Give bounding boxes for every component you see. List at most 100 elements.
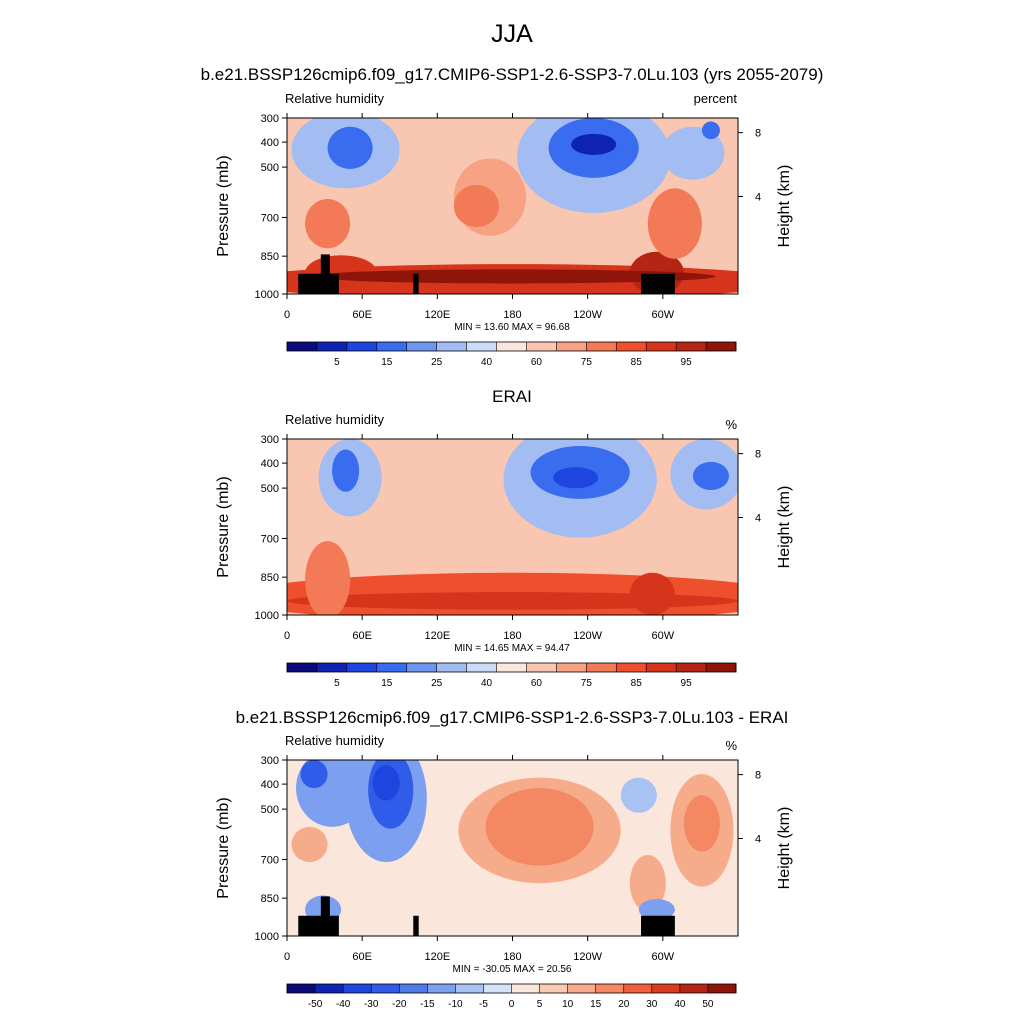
- colorbar-label: 85: [631, 357, 643, 368]
- orography-mask-4: [641, 915, 675, 936]
- colorbar-swatch: [466, 342, 497, 351]
- colorbar-swatch: [646, 663, 677, 672]
- contour-region-13: [638, 899, 675, 921]
- panel-title: b.e21.BSSP126cmip6.f09_g17.CMIP6-SSP1-2.…: [201, 65, 824, 84]
- colorbar-swatch: [483, 984, 512, 993]
- contour-region-10: [629, 855, 666, 912]
- colorbar-label: 25: [431, 678, 443, 689]
- orography-mask-1: [298, 273, 339, 294]
- colorbar-swatch: [371, 984, 400, 993]
- min-max-stats: MIN = -30.05 MAX = 20.56: [453, 964, 572, 975]
- orography-mask-1: [298, 915, 339, 936]
- y-tick-label: 700: [261, 854, 279, 866]
- colorbar-swatch: [406, 663, 437, 672]
- x-tick-label: 60E: [352, 309, 372, 321]
- colorbar-label: 95: [681, 678, 693, 689]
- colorbar-swatch: [706, 342, 737, 351]
- contour-region-2: [287, 592, 738, 610]
- orography-mask-4: [641, 273, 675, 294]
- contour-region-7: [332, 449, 360, 492]
- chart-panel-3: b.e21.BSSP126cmip6.f09_g17.CMIP6-SSP1-2.…: [215, 708, 793, 1010]
- x-tick-label: 180: [503, 630, 521, 642]
- chart-panel-1: b.e21.BSSP126cmip6.f09_g17.CMIP6-SSP1-2.…: [201, 65, 824, 368]
- colorbar-swatch: [287, 663, 318, 672]
- colorbar-swatch: [646, 342, 677, 351]
- y-tick-label: 300: [261, 755, 279, 767]
- contour-region-6: [305, 198, 351, 249]
- colorbar-swatch: [676, 663, 707, 672]
- colorbar-swatch: [623, 984, 653, 993]
- colorbar-swatch: [586, 342, 617, 351]
- colorbar-swatch: [496, 663, 527, 672]
- min-max-stats: MIN = 14.65 MAX = 94.47: [454, 643, 570, 654]
- colorbar-swatch: [539, 984, 568, 993]
- colorbar-frame: [286, 983, 737, 994]
- contour-region-10: [553, 467, 599, 489]
- colorbar-swatch: [706, 663, 737, 672]
- x-tick-label: 0: [284, 951, 290, 963]
- colorbar-label: 15: [590, 999, 602, 1010]
- x-tick-label: 60E: [352, 630, 372, 642]
- y-tick-label: 300: [261, 113, 279, 125]
- right-tick-label: 8: [755, 128, 761, 140]
- colorbar-label: -10: [448, 999, 463, 1010]
- contour-region-3: [629, 572, 675, 615]
- right-tick-label: 4: [755, 191, 761, 203]
- panel-title: ERAI: [492, 387, 532, 406]
- colorbar-swatch: [526, 663, 557, 672]
- colorbar-label: 40: [481, 678, 493, 689]
- contour-region-8: [453, 184, 499, 228]
- contour-region-5: [647, 188, 702, 259]
- colorbar-label: 75: [581, 678, 593, 689]
- colorbar-swatch: [676, 342, 707, 351]
- colorbar-swatch: [511, 984, 540, 993]
- colorbar-label: 25: [431, 357, 443, 368]
- x-tick-label: 120W: [573, 951, 602, 963]
- contour-region-9: [683, 795, 720, 852]
- contour-region-15: [422, 879, 558, 922]
- colorbar-swatch: [376, 342, 408, 351]
- contour-field: [287, 118, 738, 294]
- colorbar-swatch: [346, 342, 378, 351]
- colorbar-swatch: [651, 984, 681, 993]
- y-tick-label: 1000: [255, 610, 279, 622]
- colorbar-label: -30: [364, 999, 379, 1010]
- colorbar-swatch: [556, 342, 587, 351]
- contour-region-14: [661, 126, 725, 180]
- colorbar-swatch: [567, 984, 596, 993]
- y-tick-label: 500: [261, 162, 279, 174]
- orography-mask-3: [413, 915, 419, 936]
- y-tick-label: 700: [261, 533, 279, 545]
- colorbar-label: 10: [562, 999, 574, 1010]
- contour-region-5: [440, 465, 495, 571]
- colorbar-label: 60: [531, 678, 543, 689]
- contour-region-5: [372, 765, 400, 801]
- colorbar-swatch: [679, 984, 709, 993]
- right-axis-label: Height (km): [776, 807, 793, 890]
- x-tick-label: 60W: [652, 630, 675, 642]
- y-tick-label: 850: [261, 893, 279, 905]
- x-tick-label: 120W: [573, 309, 602, 321]
- contour-region-10: [327, 126, 373, 170]
- colorbar-swatch: [436, 663, 467, 672]
- colorbar-label: 20: [618, 999, 630, 1010]
- contour-region-12: [692, 461, 729, 491]
- colorbar-swatch: [343, 984, 372, 993]
- colorbar-label: -20: [392, 999, 407, 1010]
- colorbar-swatch: [556, 663, 587, 672]
- colorbar-label: 75: [581, 357, 593, 368]
- page-title: JJA: [491, 20, 533, 48]
- colorbar-swatch: [316, 342, 348, 351]
- x-tick-label: 120E: [424, 309, 450, 321]
- y-tick-label: 500: [261, 483, 279, 495]
- contour-region-13: [571, 133, 617, 155]
- colorbar-swatch: [526, 342, 557, 351]
- contour-field: [287, 760, 738, 936]
- colorbar-swatch: [616, 663, 647, 672]
- colorbar-label: 0: [509, 999, 515, 1010]
- colorbar-label: 30: [646, 999, 658, 1010]
- colorbar-label: 50: [702, 999, 714, 1010]
- x-tick-label: 180: [503, 951, 521, 963]
- colorbar-swatch: [287, 984, 316, 993]
